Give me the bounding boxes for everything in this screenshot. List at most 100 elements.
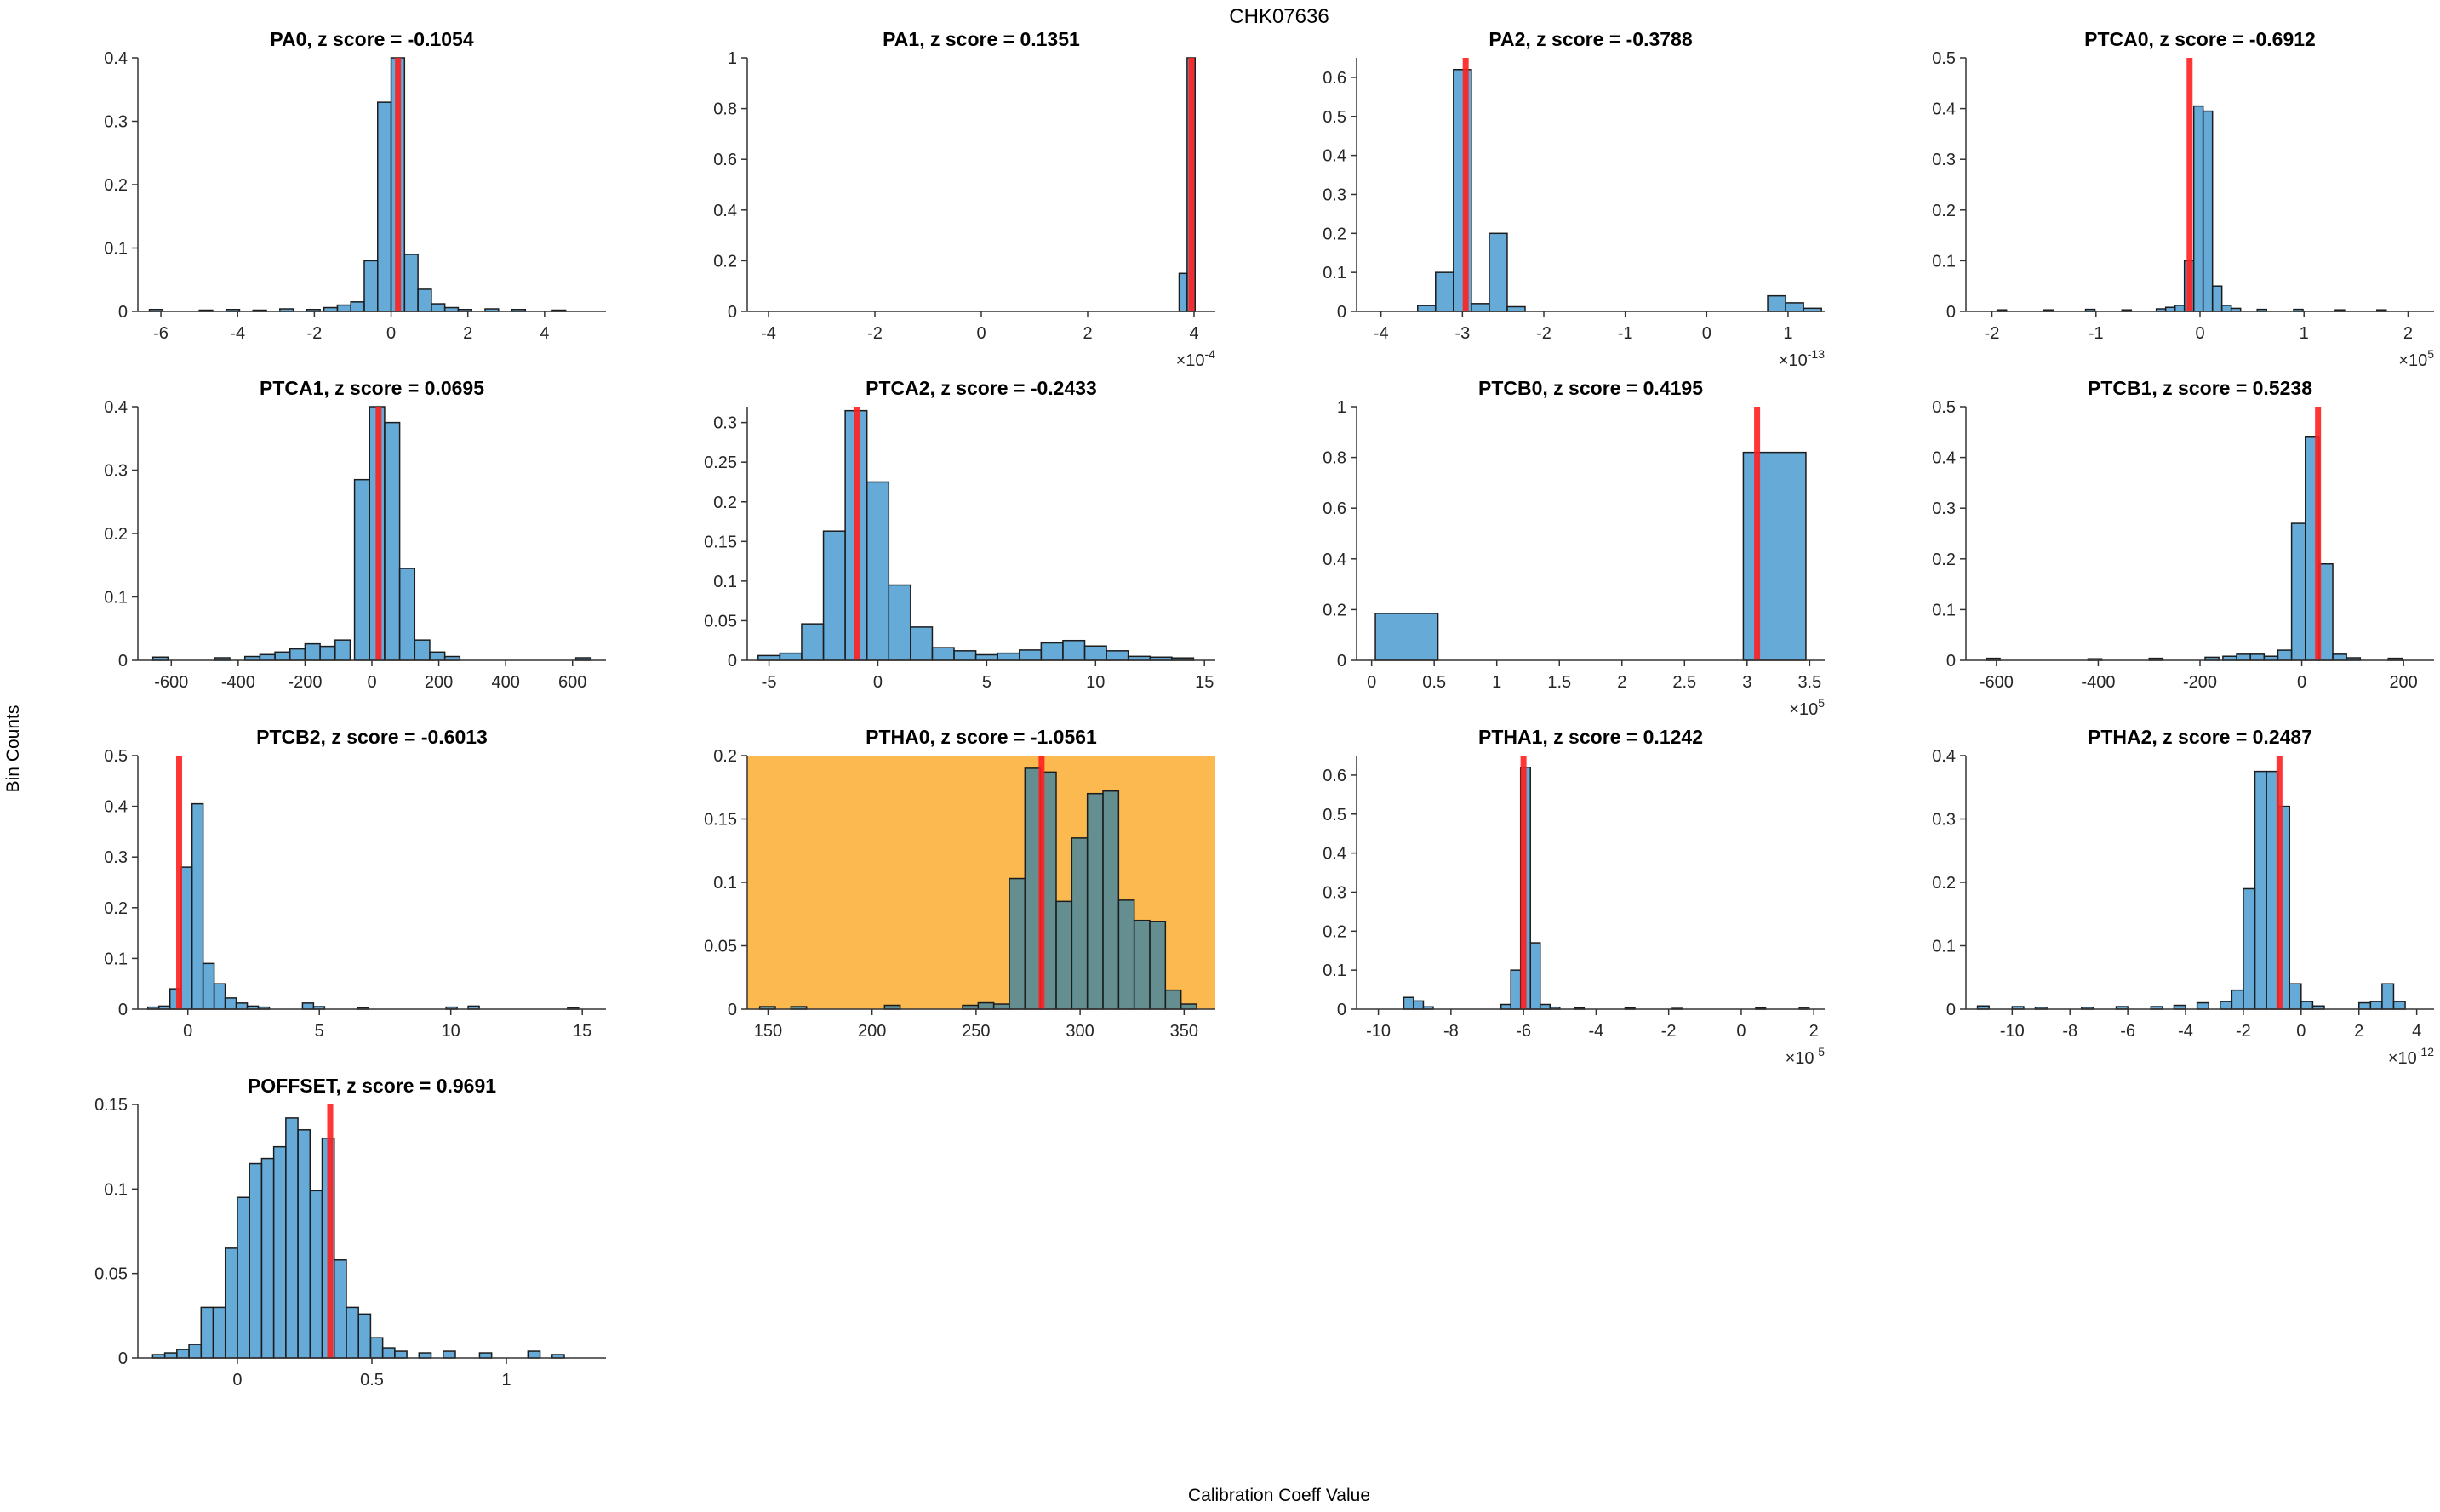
- svg-text:-400: -400: [2081, 673, 2115, 692]
- histogram-bars: [148, 57, 567, 312]
- subplot-PA2: -4 -3 -2 -1 0 1 0 0.1 0.2 0.3 0.4 0.5 0.6 ×10-13 PA2, …: [1219, 24, 1828, 373]
- svg-text:-5: -5: [762, 673, 777, 692]
- svg-text:0.3: 0.3: [1323, 185, 1346, 204]
- svg-text:400: 400: [491, 673, 519, 692]
- svg-text:-6: -6: [1516, 1022, 1531, 1041]
- histogram-bars: [1374, 451, 1807, 661]
- svg-text:0: 0: [728, 652, 737, 670]
- svg-text:0.3: 0.3: [1932, 811, 1956, 830]
- histogram-bars: [1976, 770, 2406, 1010]
- svg-text:0.2: 0.2: [713, 747, 737, 766]
- svg-text:4: 4: [540, 324, 549, 343]
- axes-spines: [1351, 58, 1825, 317]
- svg-text:0.2: 0.2: [713, 252, 737, 271]
- svg-text:-1: -1: [1618, 324, 1633, 343]
- svg-text:1: 1: [1337, 398, 1346, 417]
- svg-text:-10: -10: [1366, 1022, 1391, 1041]
- tick-labels: -6 -4 -2 0 2 4 0 0.1 0.2 0.3 0.4: [104, 49, 549, 343]
- axes-spines: [132, 755, 606, 1015]
- svg-text:0.05: 0.05: [704, 612, 737, 630]
- svg-text:0.4: 0.4: [1323, 147, 1346, 166]
- svg-text:0.2: 0.2: [1323, 922, 1346, 941]
- subplot-title: PTCB0, z score = 0.4195: [1478, 377, 1703, 399]
- svg-text:-2: -2: [1661, 1022, 1677, 1041]
- svg-text:0.1: 0.1: [104, 589, 128, 608]
- svg-text:0.15: 0.15: [94, 1096, 128, 1115]
- subplot-PTHA2: -10 -8 -6 -4 -2 0 2 4 0 0.1 0.2 0.3 0.4 ×10-12 PTHA2, …: [1828, 722, 2437, 1070]
- subplot-title: PTHA1, z score = 0.1242: [1478, 726, 1703, 748]
- axes-spines: [132, 57, 606, 317]
- svg-text:0: 0: [1946, 1001, 1956, 1019]
- tick-labels: -600 -400 -200 0 200 400 600 0 0.1 0.2 0.3 0.4: [104, 398, 586, 692]
- svg-text:2: 2: [1083, 324, 1092, 343]
- histogram-bars: [151, 1117, 565, 1359]
- subplot-title: PTCA0, z score = -0.6912: [2084, 28, 2316, 50]
- svg-text:0.8: 0.8: [713, 100, 737, 119]
- svg-text:0: 0: [976, 324, 986, 343]
- svg-text:-400: -400: [221, 673, 255, 692]
- axes-spines: [1960, 57, 2434, 317]
- svg-text:0.4: 0.4: [104, 798, 128, 817]
- tick-labels: -5 0 5 10 15 0 0.05 0.1 0.15 0.2 0.25 0.3: [704, 414, 1214, 692]
- svg-text:2: 2: [463, 324, 472, 343]
- svg-text:0.3: 0.3: [1323, 883, 1346, 902]
- svg-text:4: 4: [1189, 324, 1198, 343]
- svg-text:2.5: 2.5: [1672, 673, 1696, 692]
- svg-text:0.2: 0.2: [1323, 601, 1346, 619]
- svg-text:0.1: 0.1: [1932, 938, 1956, 956]
- svg-text:0: 0: [2297, 673, 2306, 692]
- svg-text:0.5: 0.5: [1932, 398, 1956, 417]
- svg-text:-10: -10: [2000, 1022, 2025, 1041]
- svg-text:0.3: 0.3: [104, 113, 128, 132]
- svg-text:-4: -4: [2178, 1022, 2193, 1041]
- svg-text:0.6: 0.6: [1323, 69, 1346, 88]
- svg-text:0.2: 0.2: [1932, 874, 1956, 893]
- svg-text:0.05: 0.05: [704, 938, 737, 956]
- svg-text:0.6: 0.6: [1323, 767, 1346, 785]
- svg-text:200: 200: [2389, 673, 2417, 692]
- svg-text:0.4: 0.4: [713, 202, 737, 220]
- subplot-PTCB2: 0 5 10 15 0 0.1 0.2 0.3 0.4 0.5 PTCB2, z score = -…: [0, 722, 609, 1070]
- svg-text:200: 200: [858, 1022, 886, 1041]
- svg-text:0.3: 0.3: [104, 462, 128, 481]
- tick-labels: 0 0.5 1 0 0.05 0.1 0.15: [94, 1096, 511, 1389]
- svg-text:10: 10: [1086, 673, 1105, 692]
- tick-labels: -10 -8 -6 -4 -2 0 2 0 0.1 0.2 0.3 0.4 0.5 0.6: [1323, 767, 1819, 1041]
- svg-text:0: 0: [118, 303, 128, 322]
- svg-text:-6: -6: [2120, 1022, 2135, 1041]
- tick-labels: -10 -8 -6 -4 -2 0 2 4 0 0.1 0.2 0.3 0.4: [1932, 747, 2421, 1041]
- tick-labels: 0 5 10 15 0 0.1 0.2 0.3 0.4 0.5: [104, 747, 591, 1041]
- svg-text:2: 2: [1809, 1022, 1819, 1041]
- svg-text:15: 15: [573, 1022, 591, 1041]
- subplot-title: PTCA1, z score = 0.0695: [260, 377, 484, 399]
- svg-text:0.4: 0.4: [1932, 100, 1956, 119]
- svg-text:-200: -200: [2183, 673, 2217, 692]
- axes-spines: [1960, 755, 2434, 1015]
- subplot-title: PTCB1, z score = 0.5238: [2088, 377, 2312, 399]
- svg-text:5: 5: [315, 1022, 324, 1041]
- tick-labels: -4 -2 0 2 4 0 0.2 0.4 0.6 0.8 1: [713, 49, 1198, 343]
- subplot-PTCA0: -2 -1 0 1 2 0 0.1 0.2 0.3 0.4 0.5 ×105 PTCA0, z scor…: [1828, 24, 2437, 373]
- svg-text:0: 0: [386, 324, 396, 343]
- svg-text:0.2: 0.2: [713, 494, 737, 512]
- x-axis-exponent: ×10-13: [1779, 347, 1825, 370]
- svg-text:0.5: 0.5: [104, 747, 128, 766]
- svg-text:-6: -6: [153, 324, 169, 343]
- svg-text:-8: -8: [1443, 1022, 1459, 1041]
- tick-labels: -600 -400 -200 0 200 0 0.1 0.2 0.3 0.4 0.5: [1932, 398, 2418, 692]
- svg-text:600: 600: [558, 673, 586, 692]
- svg-text:-4: -4: [1588, 1022, 1603, 1041]
- svg-text:0.1: 0.1: [1932, 601, 1956, 619]
- svg-text:0.1: 0.1: [1932, 252, 1956, 271]
- svg-text:0: 0: [118, 652, 128, 670]
- svg-text:0: 0: [1946, 303, 1956, 322]
- svg-text:4: 4: [2412, 1022, 2421, 1041]
- subplot-grid: -6 -4 -2 0 2 4 0 0.1 0.2 0.3 0.4 PA0, z score = -0.…: [0, 24, 2440, 1428]
- svg-text:0: 0: [1337, 303, 1346, 322]
- svg-text:0.15: 0.15: [704, 811, 737, 830]
- svg-text:0.2: 0.2: [104, 176, 128, 195]
- tick-labels: 0 0.5 1 1.5 2 2.5 3 3.5 0 0.2 0.4 0.6 0.8 1: [1323, 398, 1821, 692]
- svg-text:0.4: 0.4: [1323, 845, 1346, 864]
- svg-text:0.5: 0.5: [360, 1371, 384, 1389]
- svg-text:0: 0: [367, 673, 376, 692]
